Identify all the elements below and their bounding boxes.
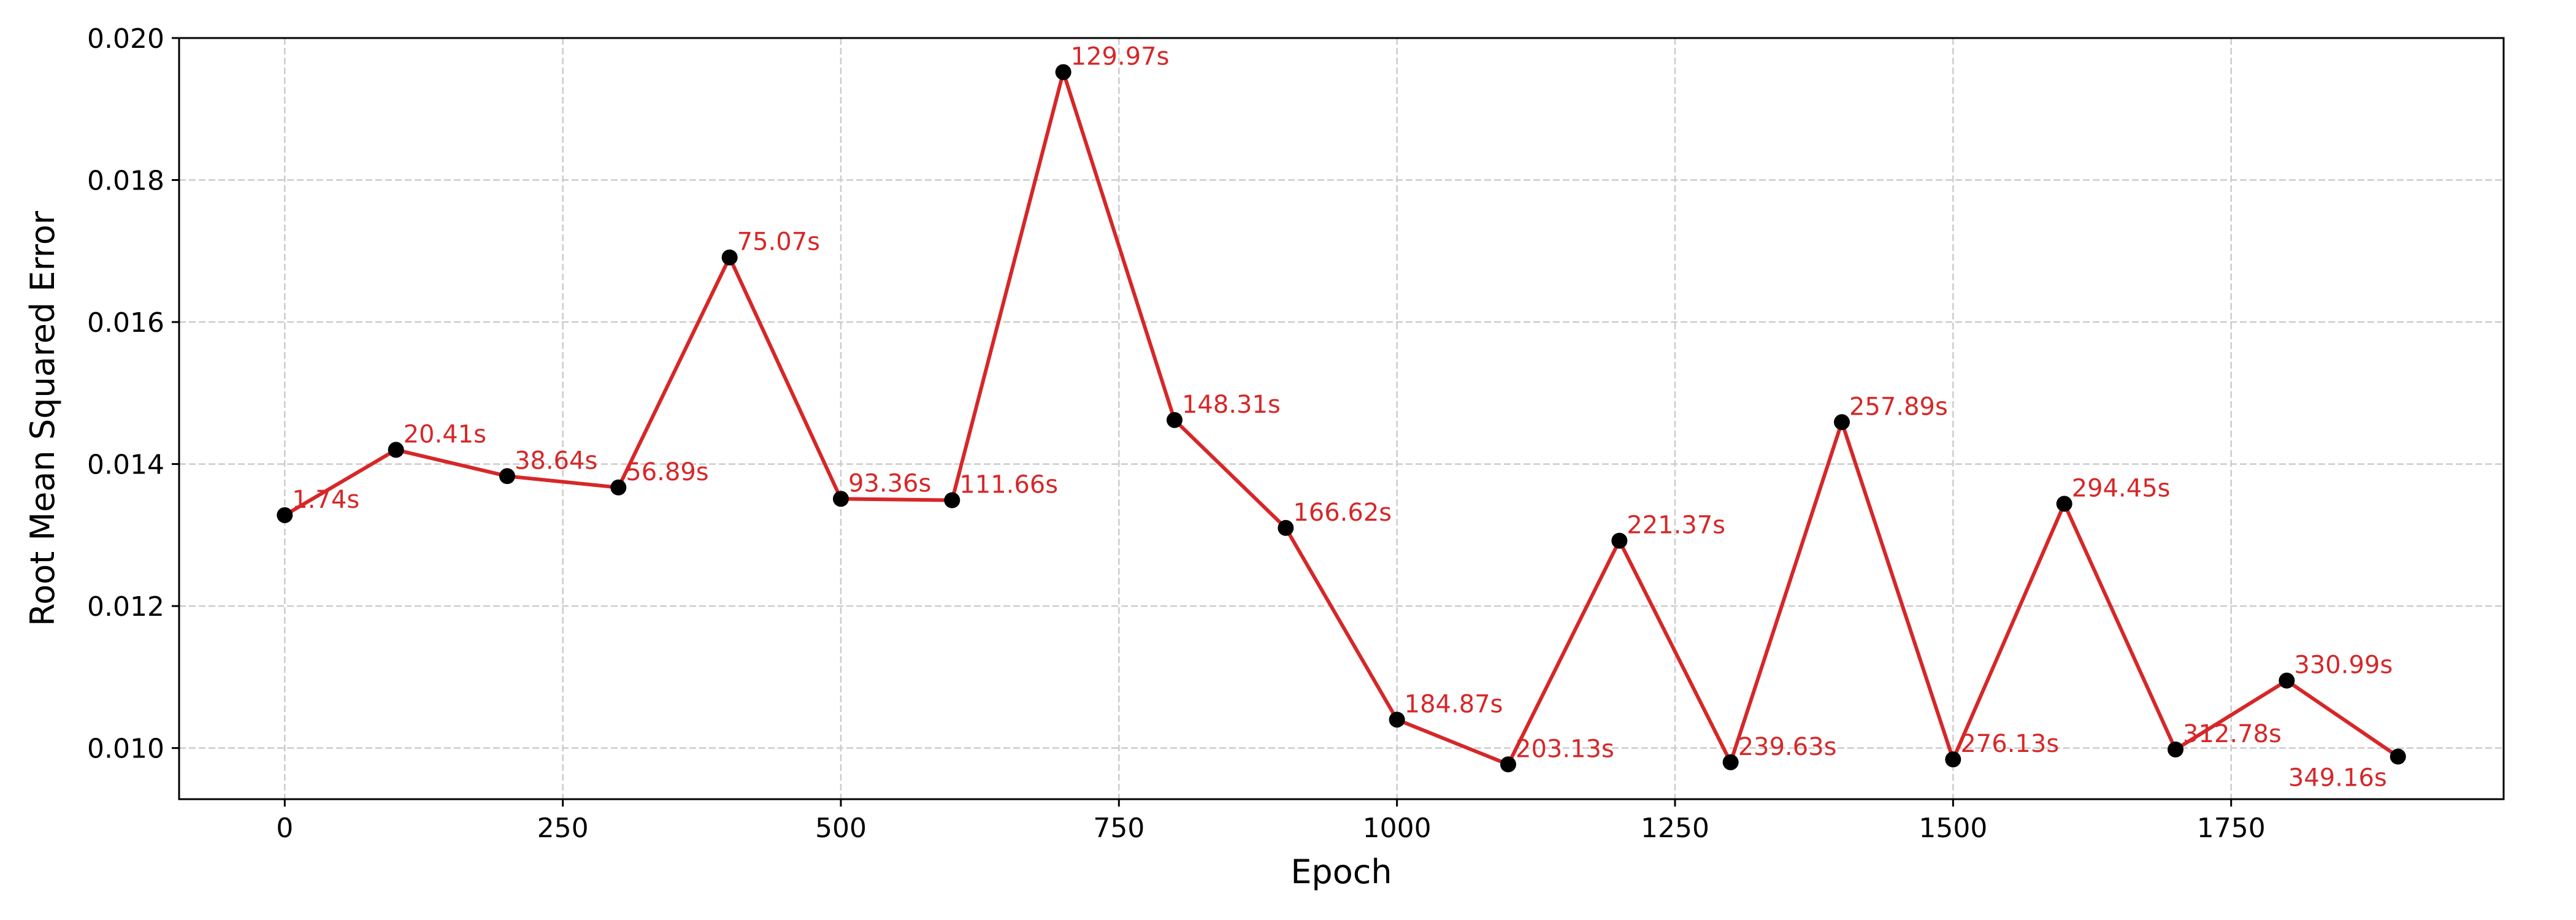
data-label: 276.13s	[1960, 730, 2059, 758]
x-tick-label: 750	[1093, 813, 1144, 844]
axis-ticks: 0 250 500 750 1000 1250 1500 1750 0.010 0.012 0.01…	[87, 23, 2266, 844]
x-tick-label: 1500	[1919, 813, 1987, 844]
x-axis-label: Epoch	[1290, 853, 1392, 891]
y-tick-label: 0.018	[87, 166, 164, 197]
y-tick-label: 0.010	[87, 734, 164, 765]
y-axis-label: Root Mean Squared Error	[23, 210, 62, 626]
y-tick-label: 0.014	[87, 450, 164, 481]
data-label: 184.87s	[1405, 690, 1503, 718]
series-line	[283, 70, 2399, 767]
data-point	[721, 249, 738, 266]
data-label: 239.63s	[1738, 733, 1837, 761]
y-tick-label: 0.016	[87, 307, 164, 339]
data-point	[2390, 748, 2406, 765]
grid	[179, 37, 2504, 799]
data-label: 349.16s	[2288, 764, 2387, 792]
data-point	[388, 442, 404, 458]
data-label: 330.99s	[2294, 651, 2393, 680]
data-label: 38.64s	[515, 447, 597, 475]
data-label: 20.41s	[404, 420, 486, 448]
x-tick-label: 1250	[1641, 813, 1709, 844]
data-label: 294.45s	[2072, 474, 2171, 502]
data-point	[1945, 751, 1961, 768]
data-point	[610, 479, 627, 496]
data-point	[1722, 754, 1739, 770]
data-point	[277, 507, 293, 523]
y-tick-label: 0.012	[87, 591, 164, 623]
series-line-group	[283, 70, 2399, 767]
data-point	[2168, 741, 2184, 757]
data-point	[1055, 64, 1071, 80]
data-point	[2279, 672, 2295, 689]
data-point	[1166, 412, 1183, 428]
plot-frame	[178, 37, 2505, 800]
data-label: 312.78s	[2183, 720, 2282, 748]
point-labels: 1.74s 20.41s 38.64s 56.89s 75.07s 93.36s 111.6…	[292, 43, 2393, 792]
data-label: 221.37s	[1627, 512, 1725, 540]
data-label: 75.07s	[737, 228, 820, 256]
data-point	[2056, 496, 2072, 512]
y-tick-label: 0.020	[87, 23, 164, 55]
data-label: 111.66s	[959, 471, 1058, 499]
data-label: 203.13s	[1516, 735, 1614, 763]
data-point	[1834, 414, 1850, 431]
data-label: 166.62s	[1293, 499, 1392, 527]
data-point	[944, 492, 960, 508]
x-tick-label: 0	[276, 813, 293, 844]
data-label: 93.36s	[848, 469, 931, 497]
markers	[277, 64, 2406, 773]
data-point	[1278, 519, 1294, 536]
data-label: 56.89s	[626, 458, 708, 486]
data-label: 148.31s	[1182, 391, 1281, 419]
data-label: 257.89s	[1849, 393, 1948, 421]
data-point	[832, 491, 849, 507]
data-label: 129.97s	[1071, 43, 1170, 71]
x-tick-label: 1750	[2197, 813, 2266, 844]
x-tick-label: 250	[537, 813, 589, 844]
data-point	[1389, 711, 1405, 728]
data-point	[1611, 532, 1628, 549]
x-tick-label: 500	[815, 813, 867, 844]
data-point	[499, 468, 515, 485]
data-point	[1500, 756, 1517, 773]
x-tick-label: 1000	[1363, 813, 1432, 844]
data-label: 1.74s	[292, 486, 359, 514]
